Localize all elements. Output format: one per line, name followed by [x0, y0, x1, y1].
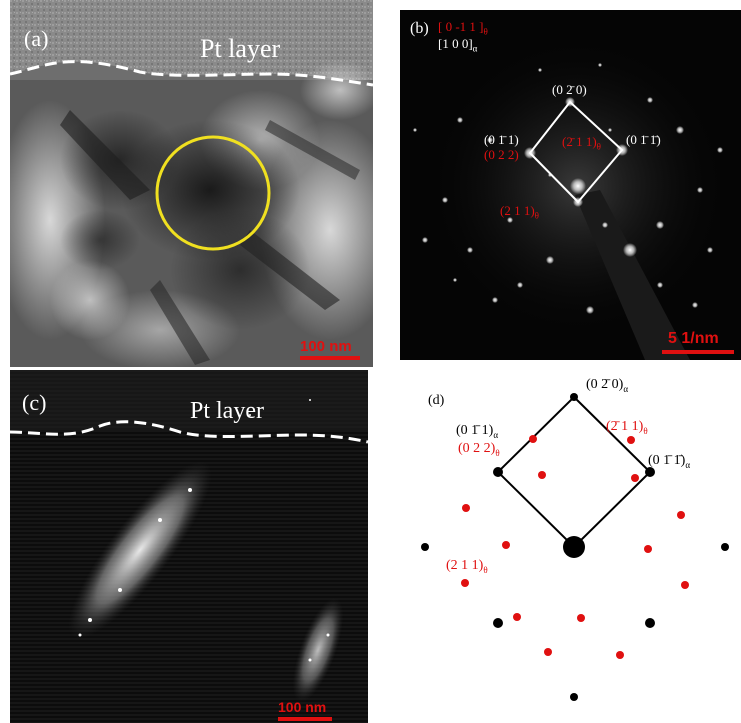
panel-a-label: (a) [24, 26, 49, 51]
panel-b: (b) [ 0 -1 1 ]θ [1 0 0]α (0 2̄ 0) (0 1̄ … [400, 10, 741, 360]
spot-label-020-b: (0 2̄ 0) [552, 82, 587, 97]
spot-label-211bar-d: (2̄ 1 1)θ [606, 419, 648, 436]
pt-layer-label-c: Pt layer [190, 398, 264, 424]
spot-label-011-b: (0 1̄ 1) [484, 132, 519, 147]
scale-bar-c [278, 717, 332, 721]
panel-d-label: (d) [428, 393, 445, 408]
zone-axis-alpha: [1 0 0]α [438, 36, 478, 54]
spot-label-011bar-b: (0 1̄ 1̄) [626, 132, 661, 147]
spot-label-011bar-d: (0 1̄ 1̄)α [648, 453, 691, 470]
panel-b-diffraction [413, 36, 728, 360]
scale-label-a: 100 nm [300, 338, 352, 355]
spot-label-011-d: (0 1̄ 1)α [456, 423, 499, 440]
panel-d: (d) (0 2̄ 0)α (0 1̄ 1)α (0 2 2)θ (2̄ 1 1… [400, 375, 741, 723]
scale-label-b: 5 1/nm [668, 330, 719, 347]
pt-layer-label: Pt layer [200, 34, 281, 63]
panel-c-label: (c) [22, 390, 47, 415]
panel-c: (c) Pt layer 100 nm [10, 370, 368, 723]
spot-label-211bar-b: (2̄ 1 1)θ [562, 134, 601, 152]
spot-label-211-b: (2 1 1)θ [500, 203, 539, 221]
scale-label-c: 100 nm [278, 699, 327, 715]
panel-b-label: (b) [410, 20, 429, 37]
scale-bar-a [300, 356, 360, 360]
scale-bar-b [662, 350, 734, 354]
panel-c-micrograph [10, 370, 368, 723]
spot-label-211-d: (2 1 1)θ [446, 558, 488, 575]
spot-label-022-d: (0 2 2)θ [458, 441, 500, 458]
spot-label-022-b: (0 2 2) [484, 147, 519, 162]
zone-axis-theta: [ 0 -1 1 ]θ [438, 19, 488, 37]
panel-a: (a) Pt layer 100 nm [10, 0, 373, 367]
panel-a-micrograph [10, 0, 373, 367]
spot-label-020-d: (0 2̄ 0)α [586, 377, 629, 394]
panel-d-schematic [421, 393, 729, 701]
